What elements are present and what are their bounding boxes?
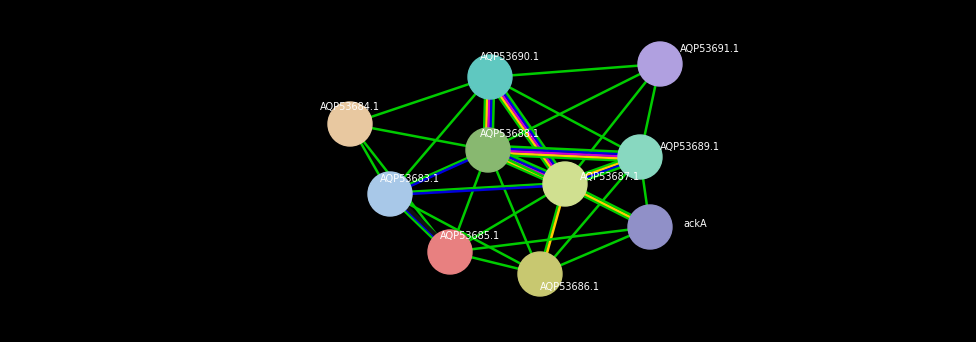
Text: AQP53684.1: AQP53684.1 — [320, 102, 380, 112]
Circle shape — [368, 172, 412, 216]
Circle shape — [618, 135, 662, 179]
Text: AQP53683.1: AQP53683.1 — [380, 174, 440, 184]
Circle shape — [328, 102, 372, 146]
Text: ackA: ackA — [683, 219, 707, 229]
Text: AQP53685.1: AQP53685.1 — [440, 231, 500, 241]
Text: AQP53686.1: AQP53686.1 — [540, 282, 600, 292]
Text: AQP53687.1: AQP53687.1 — [580, 172, 640, 182]
Circle shape — [628, 205, 672, 249]
Circle shape — [428, 230, 472, 274]
Text: AQP53690.1: AQP53690.1 — [480, 52, 540, 62]
Circle shape — [468, 55, 512, 99]
Text: AQP53689.1: AQP53689.1 — [660, 142, 720, 152]
Circle shape — [543, 162, 587, 206]
Circle shape — [638, 42, 682, 86]
Circle shape — [466, 128, 510, 172]
Text: AQP53691.1: AQP53691.1 — [680, 44, 740, 54]
Text: AQP53688.1: AQP53688.1 — [480, 129, 540, 139]
Circle shape — [518, 252, 562, 296]
